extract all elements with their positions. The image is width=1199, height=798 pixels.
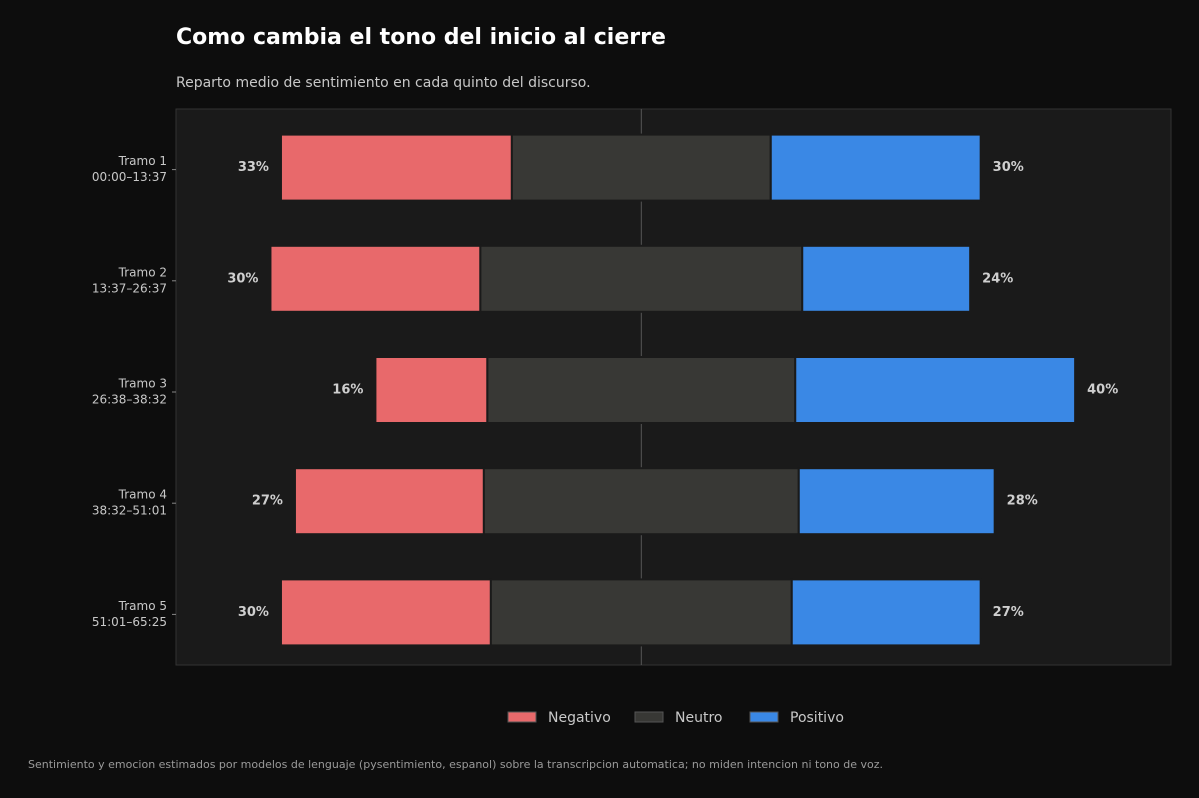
legend-label: Negativo [548,710,611,726]
bar [279,133,513,202]
bar [479,244,804,313]
value-label: 30% [238,605,269,620]
value-label: 40% [1087,383,1118,398]
y-tick-label: Tramo 2 [118,265,167,279]
legend-swatch [507,711,537,723]
y-tick-label: Tramo 4 [118,488,167,502]
value-label: 27% [993,605,1024,620]
footnote: Sentimiento y emocion estimados por mode… [28,758,883,771]
legend-label: Positivo [790,710,844,726]
chart-subtitle: Reparto medio de sentimiento en cada qui… [176,75,591,91]
y-tick-label: 26:38–38:32 [92,393,167,407]
y-tick-label: 13:37–26:37 [92,281,167,295]
legend-swatch [634,711,664,723]
value-label: 27% [252,494,283,509]
chart-title: Como cambia el tono del inicio al cierre [176,25,666,50]
bar [279,578,492,647]
bar [790,578,982,647]
bar [374,356,489,424]
value-label: 30% [993,160,1024,175]
legend-label: Neutro [675,710,722,726]
bar [794,356,1077,424]
bar [801,244,972,313]
bar [293,467,485,536]
bar [797,467,996,536]
y-tick-label: Tramo 5 [118,599,167,613]
y-tick-label: 00:00–13:37 [92,170,167,184]
bar [510,133,772,202]
bar [769,133,982,202]
value-label: 24% [982,271,1013,286]
value-label: 16% [332,383,363,398]
y-tick-label: 51:01–65:25 [92,615,167,629]
value-label: 30% [227,271,258,286]
y-tick-label: 38:32–51:01 [92,504,167,518]
bar [269,244,482,313]
bar [489,578,793,647]
bar [486,356,797,424]
value-label: 28% [1007,494,1038,509]
y-tick-label: Tramo 3 [118,377,167,391]
bar [482,467,800,536]
y-tick-label: Tramo 1 [118,154,167,168]
value-label: 33% [238,160,269,175]
legend-swatch [749,711,779,723]
